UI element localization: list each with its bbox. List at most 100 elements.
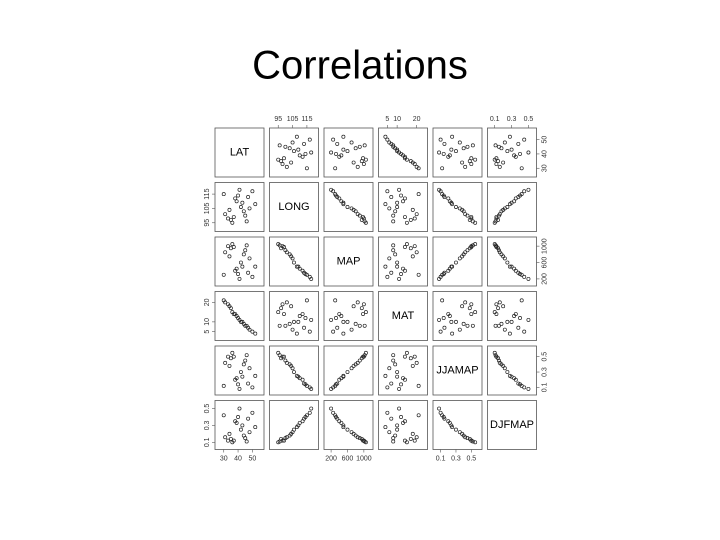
point: [246, 381, 251, 386]
point: [403, 268, 407, 273]
point: [440, 166, 445, 171]
point: [494, 215, 499, 219]
point: [362, 143, 367, 148]
point: [463, 250, 468, 255]
point: [410, 160, 415, 165]
point: [473, 440, 478, 445]
point: [469, 156, 474, 161]
variable-name: LAT: [230, 146, 250, 158]
point: [387, 256, 392, 261]
point: [303, 151, 308, 156]
point: [391, 243, 396, 248]
y-tick-label: 0.3: [204, 420, 211, 430]
panel: [269, 127, 319, 178]
point: [236, 272, 241, 276]
point: [253, 264, 258, 269]
point: [296, 264, 301, 269]
variable-name: MAT: [392, 310, 415, 322]
point: [440, 298, 445, 303]
point: [231, 312, 236, 316]
point: [399, 193, 403, 198]
panel: [487, 127, 537, 178]
point: [240, 374, 245, 379]
point: [287, 146, 292, 151]
point: [518, 151, 522, 156]
point: [494, 302, 499, 307]
point: [509, 319, 514, 324]
point: [494, 156, 499, 161]
point: [236, 415, 241, 419]
panel: [378, 345, 428, 396]
point: [341, 374, 346, 379]
point: [339, 420, 344, 425]
point: [389, 195, 394, 199]
point: [497, 164, 502, 169]
point: [395, 260, 400, 265]
point: [391, 213, 396, 218]
point: [355, 435, 360, 440]
panel: [378, 182, 428, 232]
point: [223, 300, 228, 305]
point: [526, 386, 531, 391]
point: [292, 370, 296, 374]
point: [345, 319, 350, 324]
point: [247, 206, 252, 211]
point: [357, 144, 362, 149]
point: [303, 415, 308, 419]
point: [526, 187, 531, 192]
point: [401, 420, 405, 425]
point: [246, 416, 251, 421]
point: [355, 300, 360, 305]
point: [385, 274, 390, 279]
point: [282, 156, 286, 161]
point: [395, 370, 400, 374]
point: [391, 439, 396, 444]
point: [497, 212, 502, 217]
panel: [378, 236, 428, 287]
point: [334, 415, 338, 419]
point: [329, 406, 334, 411]
point: [450, 134, 455, 139]
panel: [323, 400, 374, 450]
point: [467, 159, 472, 164]
point: [493, 219, 498, 224]
point: [276, 310, 281, 315]
point: [283, 323, 288, 328]
point: [357, 358, 362, 363]
point: [337, 312, 342, 316]
x-tick-label: 5: [385, 116, 389, 123]
point: [383, 425, 388, 430]
panel: [487, 291, 537, 341]
point: [383, 202, 388, 207]
point: [345, 427, 350, 432]
point: [469, 162, 474, 166]
point: [244, 219, 249, 224]
point: [414, 435, 419, 440]
panel: [378, 291, 428, 341]
point: [282, 438, 286, 443]
point: [416, 413, 421, 418]
point: [401, 199, 405, 204]
point: [335, 325, 340, 330]
point: [334, 193, 338, 198]
point: [284, 164, 289, 169]
x-tick-label: 200: [325, 455, 337, 462]
point: [234, 199, 239, 204]
point: [351, 160, 356, 165]
point: [449, 319, 454, 324]
panel: [487, 182, 537, 232]
y-tick-label: 105: [204, 202, 211, 214]
point: [243, 213, 248, 218]
panel: [214, 236, 265, 287]
point: [526, 276, 531, 281]
point: [341, 423, 346, 428]
point: [449, 200, 454, 205]
point: [284, 435, 289, 440]
point: [307, 410, 312, 415]
point: [505, 149, 510, 154]
point: [395, 149, 400, 154]
point: [446, 196, 451, 201]
point: [391, 358, 396, 363]
y-tick-label: 95: [204, 219, 211, 227]
